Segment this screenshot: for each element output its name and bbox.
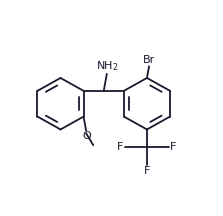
- Text: O: O: [83, 131, 92, 141]
- Text: NH$_2$: NH$_2$: [95, 59, 118, 73]
- Text: F: F: [170, 142, 177, 152]
- Text: F: F: [117, 142, 124, 152]
- Text: Br: Br: [143, 56, 155, 65]
- Text: F: F: [144, 166, 150, 176]
